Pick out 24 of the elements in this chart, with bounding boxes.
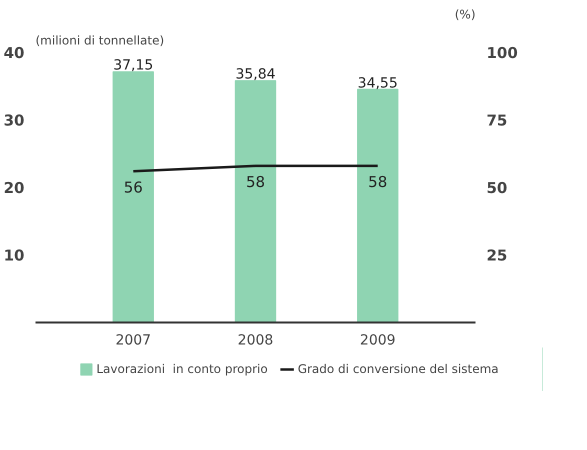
legend-label: Grado di conversione del sistema [298, 362, 499, 376]
y2-tick-label: 75 [486, 112, 508, 130]
y-tick-label: 20 [4, 179, 24, 197]
data-label: 58 [368, 172, 388, 191]
y-tick-label: 10 [4, 246, 24, 264]
y2-tick-label: 100 [486, 44, 518, 62]
y-axis-title: (milioni di tonnellate) [36, 34, 164, 48]
bar [357, 88, 398, 322]
data-label: 34,55 [358, 75, 398, 92]
data-label: 56 [124, 178, 143, 196]
x-tick-label: 2007 [115, 332, 152, 348]
legend-label: Lavorazioni in conto proprio [96, 362, 268, 376]
y-tick-label: 30 [4, 112, 24, 130]
bar [112, 71, 154, 322]
x-tick-label: 2009 [360, 332, 396, 348]
y-tick-label: 40 [4, 44, 24, 62]
y2-tick-label: 25 [486, 246, 508, 264]
data-label: 35,84 [235, 66, 276, 83]
data-label: 58 [246, 172, 266, 191]
bar [234, 80, 276, 322]
x-tick-label: 2008 [238, 332, 274, 348]
y2-tick-label: 50 [486, 179, 508, 197]
data-label: 37,15 [113, 58, 154, 74]
y2-axis-title: (%) [454, 8, 476, 22]
